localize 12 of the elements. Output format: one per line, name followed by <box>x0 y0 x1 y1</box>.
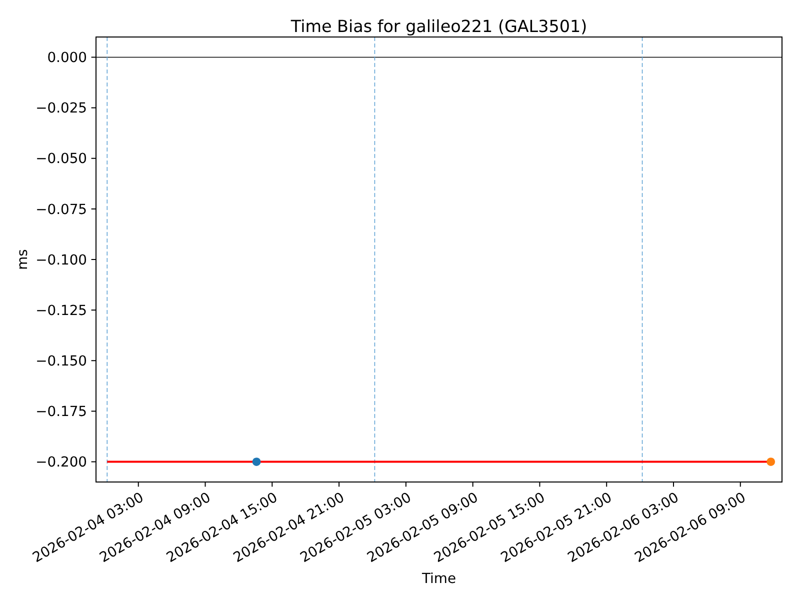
y-tick-label: −0.025 <box>36 100 87 117</box>
y-tick-label: −0.175 <box>36 404 87 420</box>
y-tick-label: −0.100 <box>36 252 87 268</box>
y-tick-label: −0.075 <box>36 202 87 218</box>
y-tick-label: −0.150 <box>36 354 87 370</box>
chart-title: Time Bias for galileo221 (GAL3501) <box>290 16 588 36</box>
y-tick-label: −0.200 <box>36 454 87 471</box>
x-axis-title: Time <box>421 571 456 587</box>
y-tick-label: −0.050 <box>36 151 87 168</box>
y-axis-title: ms <box>15 249 31 270</box>
y-tick-label: −0.125 <box>36 302 87 319</box>
y-tick-label: 0.000 <box>47 50 87 66</box>
